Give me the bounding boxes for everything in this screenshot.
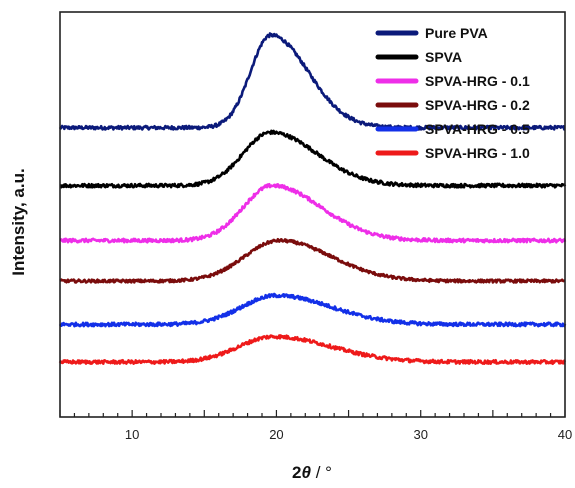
- x-axis-title-two: 2: [292, 463, 301, 482]
- series-traces: [58, 32, 567, 366]
- legend: Pure PVA SPVA SPVA-HRG - 0.1 SPVA-HRG - 0.2…: [375, 25, 530, 161]
- legend-label-2: SPVA-HRG - 0.1: [425, 73, 530, 89]
- plot-frame: [59, 11, 566, 418]
- x-axis-title-theta: θ: [302, 463, 312, 482]
- legend-label-1: SPVA: [425, 49, 462, 65]
- series-line-0: [58, 32, 566, 131]
- x-tick-label: 40: [558, 427, 572, 442]
- series-line-3: [59, 237, 566, 284]
- legend-label-3: SPVA-HRG - 0.2: [425, 97, 530, 113]
- legend-label-4: SPVA-HRG - 0.5: [425, 121, 530, 137]
- series-line-5: [58, 334, 567, 366]
- x-axis-title-unit: / °: [311, 463, 332, 482]
- series-line-2: [59, 182, 567, 244]
- x-tick-label: 10: [125, 427, 139, 442]
- x-axis-tick-labels: 10 20 30 40: [125, 427, 572, 442]
- legend-label-0: Pure PVA: [425, 25, 488, 41]
- x-axis-title: 2θ / °: [292, 463, 332, 482]
- x-tick-label: 30: [413, 427, 427, 442]
- x-tick-label: 20: [269, 427, 283, 442]
- x-axis-ticks: [59, 410, 566, 417]
- y-axis-title: Intensity, a.u.: [9, 168, 28, 275]
- series-line-4: [58, 292, 567, 328]
- series-line-1: [59, 129, 567, 189]
- legend-label-5: SPVA-HRG - 1.0: [425, 145, 530, 161]
